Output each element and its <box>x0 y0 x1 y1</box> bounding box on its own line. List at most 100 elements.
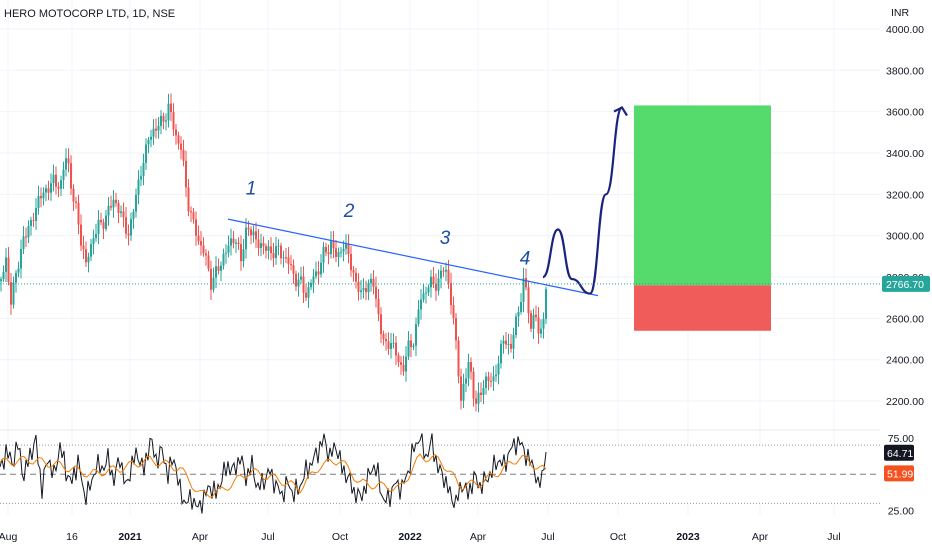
candle-body <box>445 269 447 272</box>
candle <box>265 243 267 259</box>
rsi-value-tag-background <box>884 444 914 461</box>
candle-body <box>375 286 377 299</box>
candle <box>127 224 130 246</box>
candle <box>392 333 395 349</box>
candle <box>452 296 455 325</box>
candle <box>430 269 432 298</box>
projection-arrowhead-icon <box>613 106 628 117</box>
candle-body <box>232 238 235 244</box>
candle-body <box>250 229 252 236</box>
last-price-value: 2766.70 <box>886 279 924 291</box>
candle <box>12 276 15 309</box>
last-price-tag: 2766.70 <box>882 275 930 292</box>
candle <box>432 267 435 288</box>
candle <box>17 261 20 278</box>
candle <box>100 212 102 226</box>
candle-body <box>357 281 360 293</box>
candle <box>72 184 75 211</box>
candle <box>37 185 40 215</box>
candle <box>5 248 7 283</box>
trendline[interactable] <box>227 218 599 297</box>
candle-body <box>272 253 275 259</box>
candle-body <box>97 219 100 234</box>
candle <box>57 181 60 198</box>
candle-body <box>192 212 195 220</box>
candle <box>377 289 380 322</box>
candle-body <box>255 231 257 240</box>
candle <box>132 209 135 229</box>
time-axis[interactable]: Aug 16 2021 Apr Jul Oct 2022 Apr Jul Oct 2023 Apr Ju… <box>0 531 841 543</box>
candle <box>332 231 335 259</box>
candle <box>285 247 287 264</box>
candle-body <box>347 244 350 255</box>
candle-body <box>470 361 472 372</box>
candle-body <box>402 364 405 372</box>
candle-body <box>295 273 297 287</box>
candle-body <box>20 249 22 269</box>
candle <box>420 289 422 320</box>
candle <box>367 279 370 301</box>
candle-body <box>195 219 197 236</box>
candle <box>32 212 35 227</box>
stop-zone[interactable] <box>634 285 771 331</box>
candle <box>295 270 297 292</box>
candle <box>232 230 235 249</box>
candle <box>477 382 480 413</box>
candle <box>545 286 547 325</box>
candle <box>10 272 12 315</box>
candle-body <box>257 239 260 249</box>
candle-body <box>220 265 222 271</box>
candle <box>115 192 117 207</box>
candle <box>465 368 467 393</box>
candle-body <box>330 241 332 255</box>
candle-body <box>385 338 387 342</box>
candle <box>462 373 465 409</box>
position-zones <box>634 105 771 331</box>
time-tick-label: 2022 <box>398 531 422 543</box>
candle <box>230 228 232 256</box>
candle <box>207 250 210 272</box>
candle-body <box>57 186 60 189</box>
candle <box>107 197 110 226</box>
candle <box>235 239 237 253</box>
candle-body <box>355 272 357 282</box>
candle <box>385 333 387 351</box>
candle-body <box>167 103 170 121</box>
candle-body <box>522 278 525 302</box>
candle <box>45 184 47 202</box>
time-tick-label: 2023 <box>676 531 700 543</box>
candle <box>200 231 202 256</box>
candle-body <box>507 343 510 345</box>
candle-body <box>400 362 402 365</box>
candle-body <box>182 149 185 161</box>
candle <box>485 372 487 395</box>
candle-body <box>162 115 165 122</box>
candle-body <box>125 217 127 234</box>
candle <box>375 276 377 308</box>
candle <box>162 112 165 130</box>
candle-body <box>107 205 110 216</box>
target-zone[interactable] <box>634 105 771 286</box>
candle-body <box>202 245 205 254</box>
projection-path[interactable] <box>541 106 624 295</box>
candle-body <box>267 246 270 251</box>
candle <box>535 305 537 322</box>
candle-body <box>462 383 465 401</box>
candle <box>370 273 372 292</box>
candle <box>42 187 45 206</box>
time-tick-label: Jul <box>261 531 274 543</box>
candle-body <box>40 195 42 199</box>
candle-body <box>112 199 115 208</box>
candle-body <box>105 215 107 229</box>
candle-body <box>50 183 52 193</box>
candle-body <box>10 282 12 305</box>
candle-body <box>420 299 422 310</box>
candle-body <box>157 125 160 131</box>
candle-body <box>240 244 242 262</box>
candle-body <box>117 203 120 213</box>
candle-body <box>227 245 230 253</box>
candle <box>487 371 490 391</box>
candle <box>20 239 22 279</box>
candle <box>87 252 90 273</box>
